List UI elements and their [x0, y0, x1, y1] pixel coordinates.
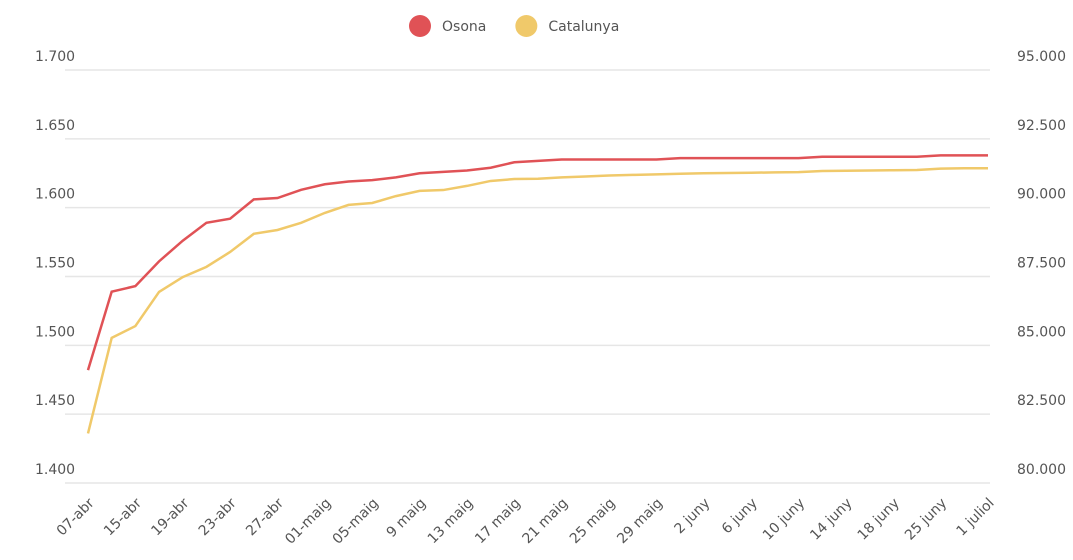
- x-tick-label: 2 juny: [671, 495, 713, 537]
- y-tick-label: 1.550: [35, 256, 75, 272]
- legend-label: Catalunya: [548, 19, 619, 35]
- x-tick-label: 17 maig: [472, 495, 524, 547]
- series-line: [86, 154, 988, 371]
- x-tick-label: 05-maig: [330, 495, 382, 547]
- y2-tick-label: 95.000: [1017, 49, 1066, 65]
- x-tick-label: 01-maig: [282, 495, 334, 547]
- x-tick-label: 25 maig: [567, 495, 619, 547]
- x-tick-label: 21 maig: [519, 495, 571, 547]
- x-tick-label: 23-abr: [196, 495, 240, 539]
- x-tick-label: 13 maig: [425, 495, 477, 547]
- x-tick-label: 15-abr: [101, 495, 145, 539]
- y-tick-label: 1.400: [35, 462, 75, 478]
- y2-tick-label: 87.500: [1017, 256, 1066, 272]
- legend-label: Osona: [442, 19, 486, 35]
- legend-swatch: [515, 15, 538, 37]
- x-tick-label: 1 juliol: [954, 495, 998, 539]
- y2-tick-label: 92.500: [1017, 118, 1066, 134]
- x-tick-label: 25 juny: [902, 495, 950, 543]
- x-tick-label: 10 juny: [760, 495, 808, 543]
- y-tick-label: 1.500: [35, 324, 75, 340]
- y2-tick-label: 85.000: [1017, 324, 1066, 340]
- legend-swatch: [409, 15, 431, 37]
- x-tick-label: 29 maig: [614, 495, 666, 547]
- y2-tick-label: 82.500: [1017, 393, 1066, 409]
- y-tick-label: 1.600: [35, 187, 75, 203]
- x-tick-label: 14 juny: [807, 495, 855, 543]
- x-tick-label: 27-abr: [243, 495, 287, 539]
- y2-tick-label: 90.000: [1017, 187, 1066, 203]
- y-tick-label: 1.650: [35, 118, 75, 134]
- x-tick-label: 19-abr: [148, 495, 192, 539]
- x-tick-label: 18 juny: [855, 495, 903, 543]
- x-tick-label: 6 juny: [719, 495, 761, 537]
- y-tick-label: 1.450: [35, 393, 75, 409]
- y2-tick-label: 80.000: [1017, 462, 1066, 478]
- y-tick-label: 1.700: [35, 49, 75, 65]
- series-line: [86, 167, 988, 434]
- x-tick-label: 07-abr: [54, 495, 98, 539]
- x-tick-label: 9 maig: [384, 495, 430, 541]
